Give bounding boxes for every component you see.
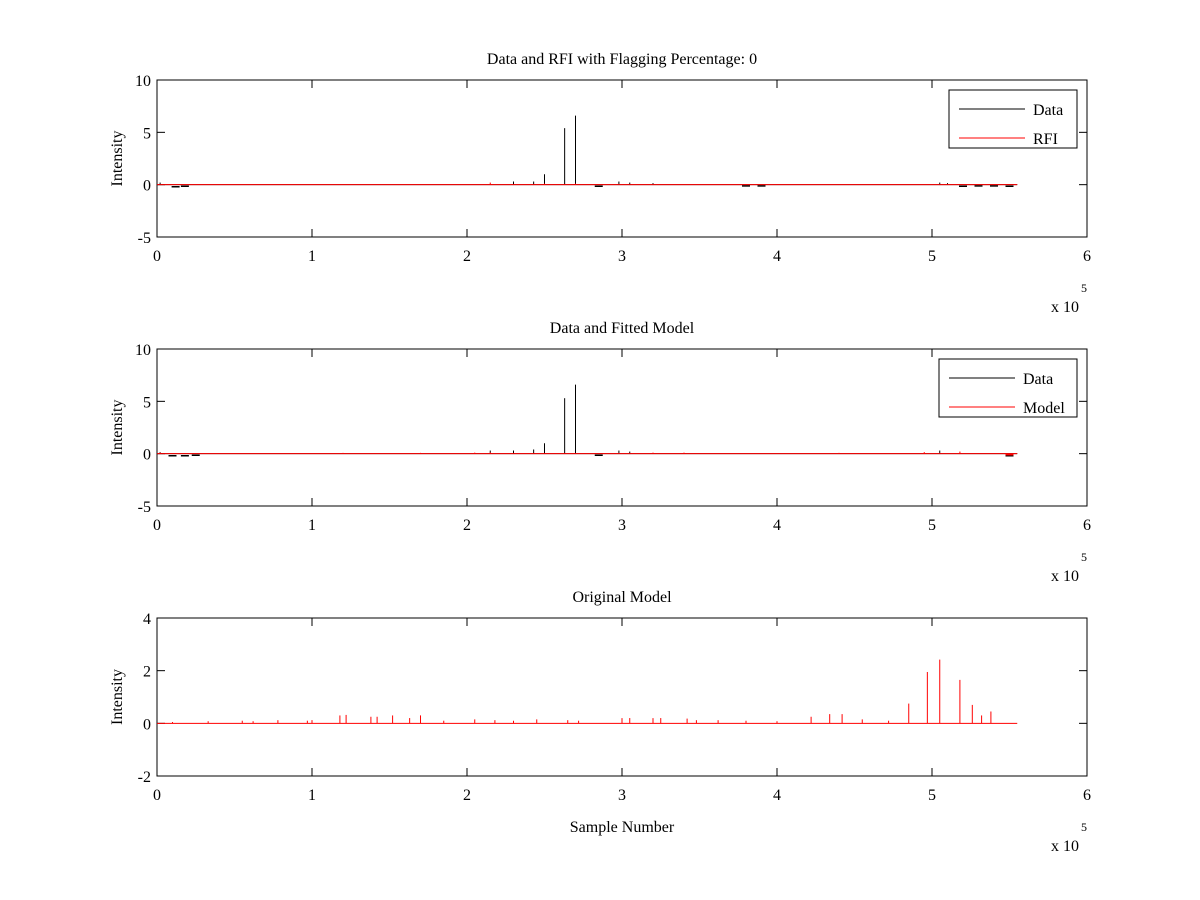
x-tick-label: 3 — [618, 787, 626, 804]
x-tick-label: 6 — [1083, 517, 1091, 534]
x-tick-label: 0 — [153, 248, 161, 265]
plot-area — [156, 348, 1088, 507]
legend-label: RFI — [1033, 131, 1058, 148]
x-tick-label: 2 — [463, 787, 471, 804]
subplots: Data and RFI with Flagging Percentage: 0… — [109, 51, 1091, 855]
legend-label: Data — [1033, 102, 1063, 119]
y-tick-label: 5 — [143, 394, 151, 411]
y-axis-label: Intensity — [109, 669, 126, 725]
y-tick-label: -2 — [138, 769, 151, 786]
y-tick-label: -5 — [138, 230, 151, 247]
y-axis-label: Intensity — [109, 131, 126, 187]
x-tick-label: 3 — [618, 517, 626, 534]
x-tick-label: 2 — [463, 517, 471, 534]
legend: Data RFI — [948, 89, 1078, 149]
y-axis-label: Intensity — [109, 400, 126, 456]
plot-area — [156, 617, 1088, 777]
x-multiplier-exponent: 5 — [1081, 820, 1087, 834]
y-tick-label: 4 — [143, 611, 151, 628]
y-tick-label: -5 — [138, 499, 151, 516]
x-tick-label: 1 — [308, 787, 316, 804]
y-tick-label: 10 — [135, 73, 151, 90]
x-multiplier: x 10 — [1051, 299, 1079, 316]
x-tick-label: 5 — [928, 248, 936, 265]
x-tick-label: 3 — [618, 248, 626, 265]
y-tick-label: 0 — [143, 716, 151, 733]
x-tick-label: 4 — [773, 248, 781, 265]
plot-area — [156, 79, 1088, 238]
x-tick-label: 4 — [773, 787, 781, 804]
y-tick-label: 2 — [143, 664, 151, 681]
chart-title: Data and RFI with Flagging Percentage: 0 — [487, 51, 757, 68]
x-tick-label: 5 — [928, 787, 936, 804]
x-axis-label: Sample Number — [570, 819, 675, 836]
x-multiplier: x 10 — [1051, 838, 1079, 855]
x-tick-label: 2 — [463, 248, 471, 265]
y-tick-label: 5 — [143, 125, 151, 142]
x-tick-label: 6 — [1083, 787, 1091, 804]
y-tick-label: 0 — [143, 447, 151, 464]
x-tick-label: 1 — [308, 517, 316, 534]
series-model — [157, 659, 1018, 724]
y-tick-label: 0 — [143, 178, 151, 195]
chart-title: Data and Fitted Model — [550, 320, 695, 337]
series-rfi — [157, 182, 1018, 186]
legend: Data Model — [938, 358, 1078, 418]
x-tick-label: 4 — [773, 517, 781, 534]
x-multiplier: x 10 — [1051, 568, 1079, 585]
subplot-1: Data and RFI with Flagging Percentage: 0… — [109, 51, 1091, 316]
x-multiplier-exponent: 5 — [1081, 550, 1087, 564]
x-tick-label: 1 — [308, 248, 316, 265]
chart-title: Original Model — [572, 589, 672, 606]
y-tick-label: 10 — [135, 342, 151, 359]
legend-label: Model — [1023, 400, 1065, 417]
series-model — [157, 451, 1018, 456]
legend-label: Data — [1023, 371, 1053, 388]
x-tick-label: 5 — [928, 517, 936, 534]
x-multiplier-exponent: 5 — [1081, 281, 1087, 295]
x-tick-label: 6 — [1083, 248, 1091, 265]
x-tick-label: 0 — [153, 787, 161, 804]
x-tick-label: 0 — [153, 517, 161, 534]
